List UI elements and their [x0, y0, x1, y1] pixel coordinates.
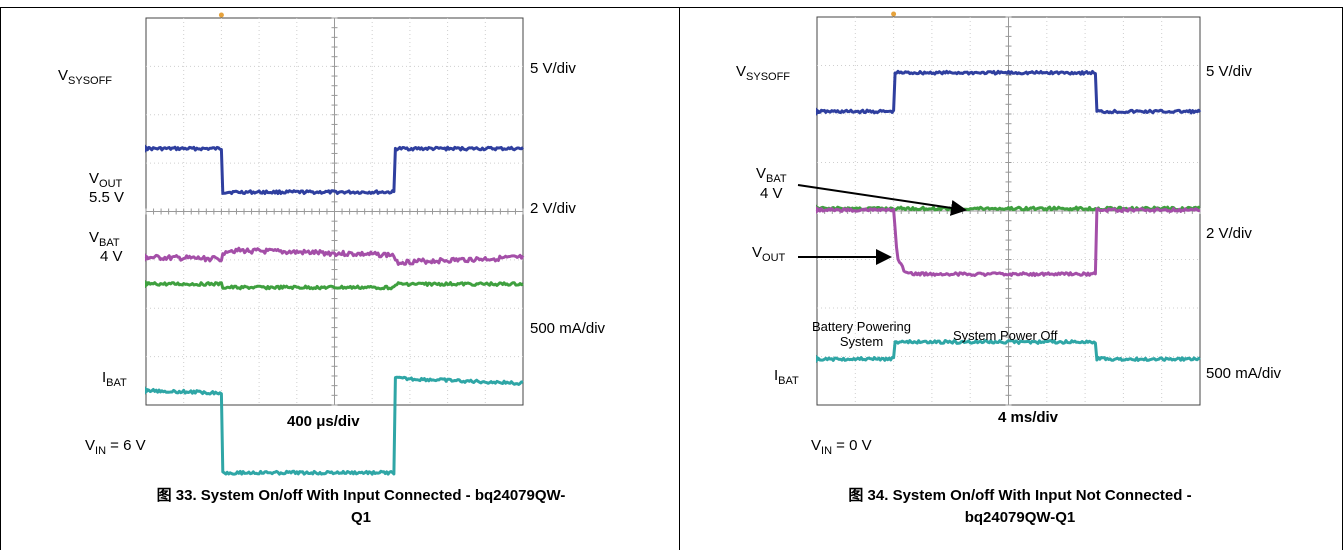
label-vout: VOUT: [752, 244, 786, 264]
label-ibat: IBAT: [102, 369, 127, 389]
label-vsysoff: VSYSOFF: [736, 63, 791, 83]
scale-vbat: 2 V/div: [1206, 225, 1252, 242]
label-vout-value: 5.5 V: [89, 189, 125, 206]
trace-vsysoff: [145, 145, 524, 196]
arrow-vbat: [797, 184, 967, 216]
trigger-marker: [891, 11, 897, 17]
scale-vsysoff: 5 V/div: [1206, 63, 1252, 80]
label-vsysoff: VSYSOFF: [58, 67, 113, 87]
label-vbat: VBAT: [756, 165, 787, 185]
scope-plot-figure-34: [797, 11, 1202, 406]
channel-marker: [145, 144, 150, 153]
trace-vsysoff: [815, 69, 1202, 115]
timebase-label: 400 μs/div: [287, 413, 360, 430]
scale-ibat: 500 mA/div: [530, 320, 606, 337]
channel-marker: [816, 107, 821, 116]
figure-34-panel: VSYSOFF 5 V/div VBAT 4 V 2 V/div VOUT Ba…: [679, 7, 1343, 550]
timebase-label: 4 ms/div: [998, 409, 1059, 426]
condition-vin: VIN = 0 V: [811, 437, 872, 457]
trace-vout: [815, 207, 1201, 277]
scope-plot-figure-33: [144, 12, 525, 476]
label-vbat: VBAT: [89, 229, 120, 249]
scale-ibat: 500 mA/div: [1206, 365, 1282, 382]
channel-marker: [816, 354, 821, 363]
trace-ibat: [145, 375, 524, 476]
channel-marker: [145, 280, 150, 289]
annotation-system-power-off: System Power Off: [953, 328, 1058, 343]
trigger-marker: [218, 12, 224, 18]
trace-vbat: [145, 281, 524, 291]
channel-marker: [816, 206, 821, 215]
scope-grid: [145, 17, 524, 406]
scale-vout: 2 V/div: [530, 200, 576, 217]
condition-vin: VIN = 6 V: [85, 437, 146, 457]
label-vbat-value: 4 V: [100, 248, 123, 265]
figure-33-panel: VSYSOFF 5 V/div VOUT 5.5 V 2 V/div VBAT …: [0, 7, 679, 550]
channel-marker: [145, 253, 150, 262]
channel-marker: [145, 386, 150, 395]
label-ibat: IBAT: [774, 367, 799, 387]
label-vbat-value: 4 V: [760, 185, 783, 202]
figure-caption: 图 34. System On/off With Input Not Conne…: [848, 487, 1192, 526]
annotation-battery-powering: Battery Powering System: [812, 319, 911, 349]
table-top-border: [0, 7, 1343, 8]
trace-ibat: [816, 339, 1201, 362]
label-vout: VOUT: [89, 170, 123, 190]
scale-vsysoff: 5 V/div: [530, 60, 576, 77]
figure-caption: 图 33. System On/off With Input Connected…: [156, 487, 566, 526]
trace-vout: [144, 246, 525, 266]
